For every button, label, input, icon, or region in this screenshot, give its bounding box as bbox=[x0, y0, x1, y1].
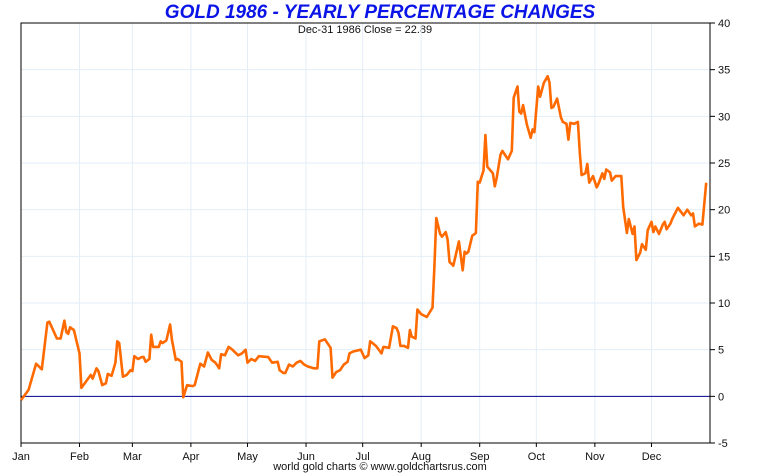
y-tick-label: 5 bbox=[718, 345, 724, 357]
chart-footer: world gold charts © www.goldchartsrus.co… bbox=[273, 461, 487, 473]
x-tick-label: Oct bbox=[528, 451, 545, 463]
x-tick-label: Mar bbox=[123, 451, 142, 463]
y-tick-label: 25 bbox=[718, 158, 730, 170]
x-tick-label: May bbox=[237, 451, 258, 463]
plot-frame bbox=[20, 22, 711, 444]
y-tick-label: 30 bbox=[718, 111, 730, 123]
y-tick-label: 15 bbox=[718, 251, 730, 263]
y-tick-label: 40 bbox=[718, 18, 730, 30]
x-tick-label: Dec bbox=[642, 451, 662, 463]
x-tick-label: Aug bbox=[411, 451, 431, 463]
chart-title: GOLD 1986 - YEARLY PERCENTAGE CHANGES bbox=[164, 2, 596, 23]
x-tick-label: Feb bbox=[70, 451, 89, 463]
y-tick-label: 0 bbox=[718, 391, 724, 403]
series-line bbox=[19, 74, 708, 401]
x-tick-label: Apr bbox=[182, 451, 199, 463]
y-tick-label: 10 bbox=[718, 298, 730, 310]
x-tick-label: Nov bbox=[585, 451, 605, 463]
chart-subtitle: Dec-31 1986 Close = 22.89 bbox=[297, 24, 433, 36]
y-tick-label: 20 bbox=[718, 205, 730, 217]
x-tick-label: Jan bbox=[12, 451, 30, 463]
y-tick-label: 35 bbox=[718, 65, 730, 77]
x-tick-label: Jul bbox=[356, 451, 370, 463]
x-tick-label: Jun bbox=[297, 451, 315, 463]
x-tick-label: Sep bbox=[470, 451, 490, 463]
y-tick-label: -5 bbox=[718, 438, 728, 450]
